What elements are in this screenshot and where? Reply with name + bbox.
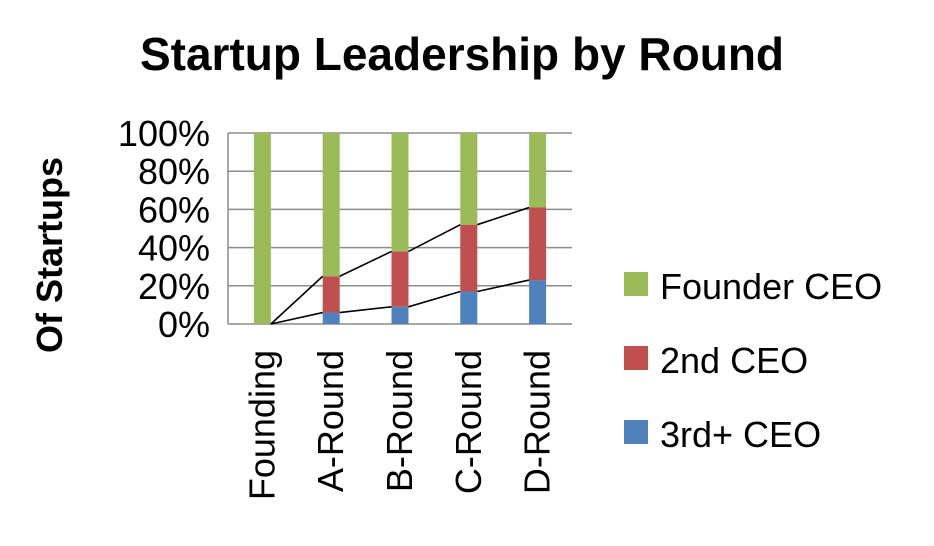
x-tick-label: C-Round [448, 350, 489, 494]
series-line [270, 206, 530, 325]
chart-title: Startup Leadership by Round [140, 28, 784, 80]
x-tick-labels: Founding A-Round B-Round C-Round D-Round [241, 350, 557, 500]
series-line [270, 279, 530, 325]
legend-label: 2nd CEO [660, 340, 808, 381]
bar-segment [529, 207, 547, 281]
y-tick-label: 80% [138, 151, 210, 192]
bar-segment [460, 291, 478, 324]
bar-segment [391, 251, 409, 307]
bar-segment [391, 306, 409, 324]
x-tick-label: B-Round [379, 350, 420, 492]
bar-segment [460, 133, 478, 225]
series-lines [270, 206, 530, 325]
bar-segment [529, 133, 547, 208]
legend-swatch [624, 420, 648, 444]
y-tick-label: 40% [138, 228, 210, 269]
x-tick-label: Founding [241, 350, 282, 500]
y-tick-label: 20% [138, 266, 210, 307]
y-tick-label: 100% [118, 113, 210, 154]
legend: Founder CEO 2nd CEO 3rd+ CEO [624, 266, 882, 455]
bar-segment [253, 133, 271, 324]
bar-segment [322, 133, 340, 277]
y-tick-label: 60% [138, 189, 210, 230]
bar-segment [391, 133, 409, 252]
bar-segment [529, 280, 547, 324]
y-tick-labels: 0%20%40%60%80%100% [118, 113, 210, 345]
legend-swatch [624, 272, 648, 296]
y-axis-label: Of Startups [29, 157, 70, 353]
bars [253, 133, 547, 324]
bar-segment [460, 224, 478, 292]
legend-label: Founder CEO [660, 266, 882, 307]
x-tick-label: D-Round [517, 350, 558, 494]
x-tick-label: A-Round [310, 350, 351, 492]
bar-segment [322, 312, 340, 324]
legend-swatch [624, 346, 648, 370]
legend-label: 3rd+ CEO [660, 414, 821, 455]
y-tick-label: 0% [158, 304, 210, 345]
bar-segment [322, 276, 340, 313]
